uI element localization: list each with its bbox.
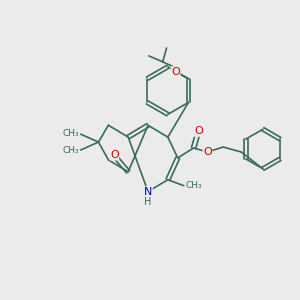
Text: O: O (110, 150, 119, 160)
Text: H: H (144, 196, 152, 206)
Text: N: N (144, 187, 152, 196)
Text: CH₃: CH₃ (62, 129, 79, 138)
Text: CH₃: CH₃ (186, 181, 202, 190)
Text: O: O (194, 126, 203, 136)
Text: CH₃: CH₃ (62, 146, 79, 155)
Text: O: O (171, 67, 180, 77)
Text: O: O (203, 147, 212, 157)
